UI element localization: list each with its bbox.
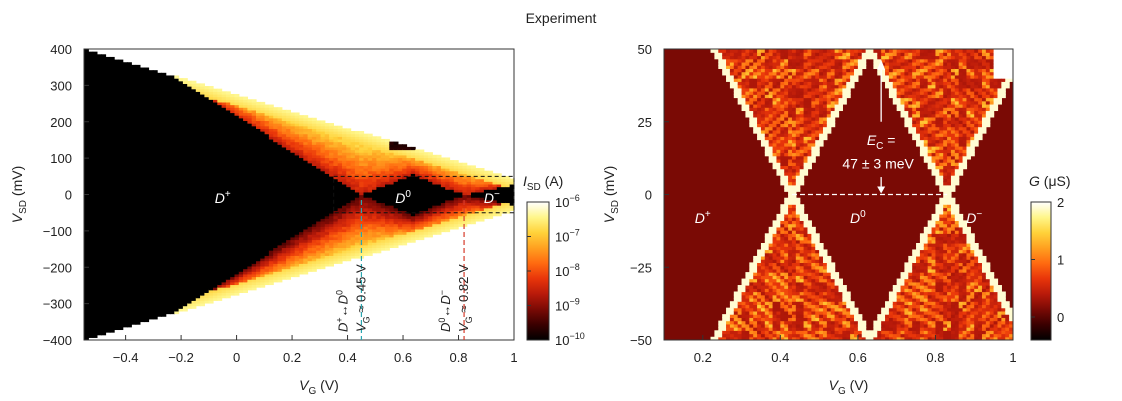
x-tick-label: 0.8 [449, 350, 467, 365]
colorbar-tick-label: 2 [1057, 195, 1064, 210]
right-heatmap-panel: 0.2 0.4 0.6 0.8 1 50 25 0 −25 −50 VG (V) VSD (mV) EC… [601, 42, 1017, 397]
colorbar-tick-label: 10−9 [555, 297, 580, 314]
heatmap-pixels [84, 49, 514, 340]
y-tick-label: −400 [43, 333, 72, 348]
y-tick-label: 50 [638, 42, 652, 57]
degeneracy-voltage-label: VG ≈ 0.82 V [456, 264, 474, 332]
y-tick-label: 400 [50, 42, 72, 57]
right-colorbar: G (μS) 2 1 0 [1029, 173, 1071, 341]
colorbar-tick-label: 1 [1057, 253, 1064, 268]
y-axis-label: VSD (mV) [9, 166, 29, 223]
degeneracy-label: D+↔D0 [334, 290, 350, 332]
degeneracy-voltage-label: VG ≈ 0.45 V [353, 264, 371, 332]
x-axis-label: VG (V) [829, 377, 869, 397]
colorbar-tick-label: 10−10 [555, 331, 585, 348]
y-axis-label: VSD (mV) [601, 166, 621, 223]
region-label: D+ [695, 209, 711, 226]
region-label: D− [484, 189, 500, 206]
charging-energy-label: EC = [867, 132, 896, 152]
colorbar-tick-label: 10−8 [555, 262, 580, 279]
colorbar-tick-label: 0 [1057, 310, 1064, 325]
x-tick-label: 0.4 [339, 350, 357, 365]
y-tick-label: 25 [638, 115, 652, 130]
y-tick-label: −25 [630, 260, 652, 275]
x-tick-label: 0.6 [849, 350, 867, 365]
x-axis-label: VG (V) [299, 377, 339, 397]
x-tick-label: 0.2 [283, 350, 301, 365]
x-tick-label: 0.8 [926, 350, 944, 365]
y-tick-label: −100 [43, 224, 72, 239]
y-tick-label: −300 [43, 297, 72, 312]
y-tick-label: 100 [50, 151, 72, 166]
arrow-head-up [877, 59, 886, 70]
charging-energy-value: 47 ± 3 meV [842, 155, 914, 171]
degeneracy-label: D0↔D− [437, 290, 453, 332]
y-tick-label: −200 [43, 260, 72, 275]
left-colorbar: ISD (A)10−6 10−7 10−8 10−9 10−10 [523, 173, 585, 348]
y-tick-label: 300 [50, 78, 72, 93]
x-tick-label: −0.4 [113, 350, 139, 365]
x-tick-label: 0 [233, 350, 240, 365]
x-tick-label: 1 [1009, 350, 1016, 365]
colorbar-label: ISD (A) [523, 173, 563, 193]
x-tick-label: 0.4 [771, 350, 789, 365]
region-label: D− [966, 209, 982, 226]
region-label: D0 [395, 189, 411, 206]
figure-title: Experiment [525, 10, 597, 26]
x-tick-label: 1 [510, 350, 517, 365]
region-label: D+ [215, 189, 231, 206]
y-tick-label: 200 [50, 115, 72, 130]
x-tick-label: −0.2 [168, 350, 194, 365]
zoom-box [333, 175, 515, 214]
y-tick-label: 0 [645, 188, 652, 203]
y-tick-label: −50 [630, 333, 652, 348]
x-tick-label: 0.6 [394, 350, 412, 365]
colorbar-label: G (μS) [1029, 173, 1071, 189]
y-tick-label: 0 [65, 188, 72, 203]
region-label: D0 [850, 209, 866, 226]
colorbar-tick-label: 10−7 [555, 228, 580, 245]
arrow-head-down [877, 186, 886, 194]
colorbar-gradient [1030, 201, 1052, 341]
x-tick-label: 0.2 [694, 350, 712, 365]
left-heatmap-panel: −0.4 −0.2 0 0.2 0.4 0.6 0.8 1 400 300 200 100 0 −100 −… [9, 42, 518, 397]
colorbar-tick-label: 10−6 [555, 193, 580, 210]
heatmap-pixels [710, 49, 1013, 340]
